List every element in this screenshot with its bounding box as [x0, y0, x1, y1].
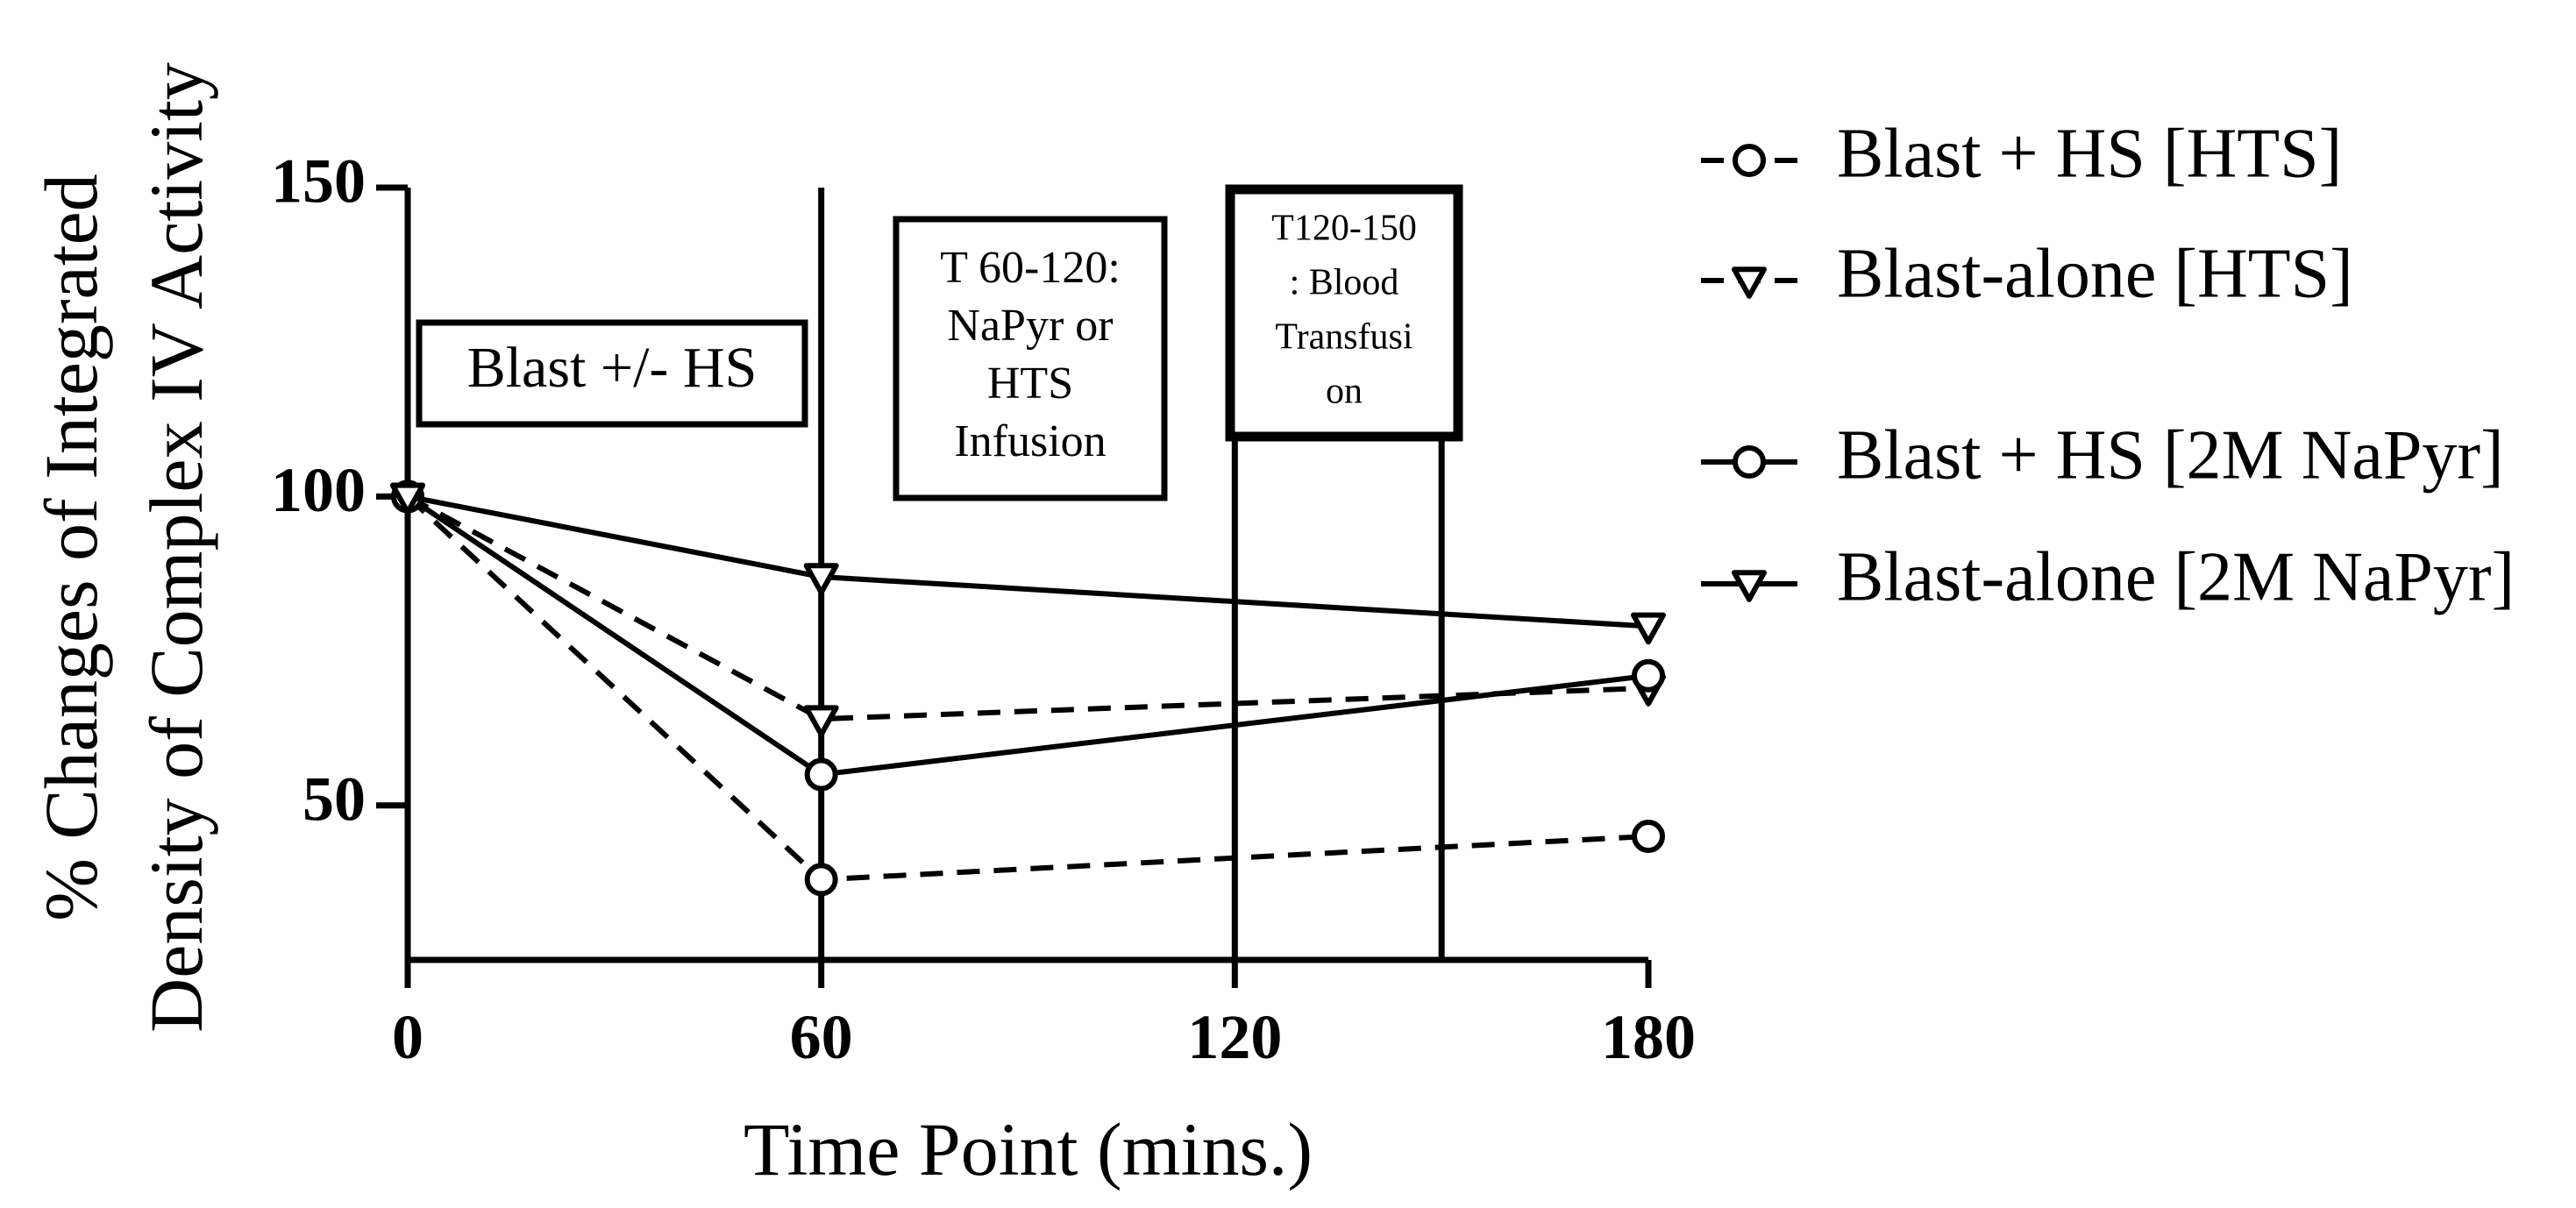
series-line: [405, 494, 1649, 883]
axes: 50 100 150 0 60 120 180 Time Point (mins.) % Cha…: [29, 62, 1696, 1191]
legend-label: Blast + HS [2M NaPyr]: [1837, 416, 2504, 494]
data-point-180: [1632, 658, 1665, 693]
legend-marker: [1733, 144, 1766, 177]
legend-label: Blast-alone [2M NaPyr]: [1837, 538, 2515, 615]
x-axis-title: Time Point (mins.): [744, 1107, 1313, 1191]
annotation-text-line: HTS: [987, 359, 1073, 409]
legend-entry-3: Blast + HS [2M NaPyr]: [1701, 416, 2504, 494]
legend-marker: [1733, 445, 1766, 479]
annotation-layer: Blast +/- HS T 60-120: NaPyr or HTS Infusion…: [416, 184, 1463, 501]
annotation-text-line: T120-150: [1271, 209, 1417, 249]
annotation-text-line: : Blood: [1290, 263, 1399, 303]
y-tick-label-50: 50: [302, 764, 366, 834]
annotation-frame: [1225, 184, 1463, 442]
y-tick-label-100: 100: [271, 455, 366, 525]
legend-entry-1: Blast + HS [HTS]: [1701, 115, 2342, 192]
annotation-frame: [893, 216, 1168, 501]
y-tick-label-150: 150: [271, 146, 366, 217]
series-4: [390, 482, 1666, 645]
annotation-text-line: NaPyr or: [947, 301, 1113, 351]
data-point-60: [804, 863, 838, 897]
series-line: [406, 494, 1649, 722]
annotation-text-line: T 60-120:: [940, 243, 1121, 293]
data-point-60: [804, 757, 838, 792]
data-point-0: [390, 482, 425, 515]
x-tick-label-180: 180: [1601, 1002, 1696, 1072]
annotation-box-2: T 60-120: NaPyr or HTS Infusion: [893, 216, 1168, 501]
series-3: [391, 480, 1665, 792]
x-tick-label-0: 0: [392, 1002, 423, 1072]
legend-label: Blast-alone [HTS]: [1837, 235, 2353, 312]
legend-label: Blast + HS [HTS]: [1837, 115, 2342, 192]
series-layer: [390, 480, 1666, 897]
legend-entry-4: Blast-alone [2M NaPyr]: [1701, 538, 2515, 615]
x-tick-label-60: 60: [790, 1002, 853, 1072]
data-point-180: [1632, 820, 1665, 854]
series-1: [391, 480, 1665, 897]
annotation-text-line: on: [1326, 372, 1363, 412]
legend-entry-2: Blast-alone [HTS]: [1701, 235, 2353, 312]
legend-marker: [1732, 266, 1767, 299]
annotation-text-line: Blast +/- HS: [467, 336, 758, 400]
data-point-180: [1631, 612, 1666, 645]
legend-marker: [1732, 570, 1767, 602]
annotation-text-line: Transfusi: [1275, 317, 1413, 358]
data-point-60: [803, 705, 839, 737]
series-line: [407, 494, 1649, 629]
x-tick-label-120: 120: [1187, 1002, 1282, 1072]
legend: Blast + HS [HTS] Blast-alone [HTS] Blast +…: [1701, 115, 2515, 615]
annotation-frame: [416, 319, 808, 428]
annotation-text-line: Infusion: [954, 416, 1106, 466]
annotation-box-3: T120-150 : Blood Transfusi on: [1225, 184, 1463, 442]
data-point-60: [803, 563, 839, 595]
y-axis-title: % Changes of Integrated Density of Comple…: [29, 62, 218, 1033]
annotation-box-1: Blast +/- HS: [416, 319, 808, 428]
series-line: [406, 494, 1649, 778]
